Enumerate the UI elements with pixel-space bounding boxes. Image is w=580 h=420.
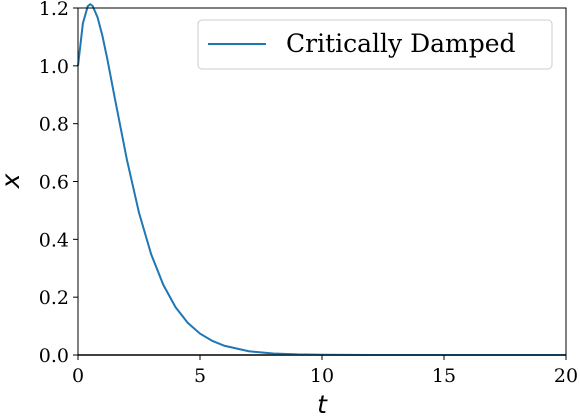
y-tick-label: 0.8 <box>39 114 69 136</box>
y-tick-label: 1.2 <box>39 0 69 20</box>
x-tick-label: 5 <box>194 365 206 387</box>
y-tick-label: 0.6 <box>39 172 69 194</box>
y-tick-label: 1.0 <box>39 56 69 78</box>
x-axis: 0 5 10 15 20 <box>72 355 578 387</box>
legend-box <box>197 19 553 70</box>
x-tick-label: 15 <box>432 365 456 387</box>
y-tick-label: 0.2 <box>39 287 69 309</box>
legend: Critically Damped <box>197 19 553 70</box>
x-tick-label: 0 <box>72 365 84 387</box>
x-axis-label: t <box>317 390 328 419</box>
y-tick-label: 0.4 <box>39 229 69 251</box>
x-tick-label: 10 <box>310 365 334 387</box>
y-axis-label: x <box>0 173 25 189</box>
x-tick-label: 20 <box>554 365 578 387</box>
critically-damped-line <box>77 2 566 356</box>
legend-label: Critically Damped <box>286 29 516 58</box>
y-axis: 0.0 0.2 0.4 0.6 0.8 1.0 1.2 <box>39 0 78 367</box>
y-tick-label: 0.0 <box>39 345 69 367</box>
